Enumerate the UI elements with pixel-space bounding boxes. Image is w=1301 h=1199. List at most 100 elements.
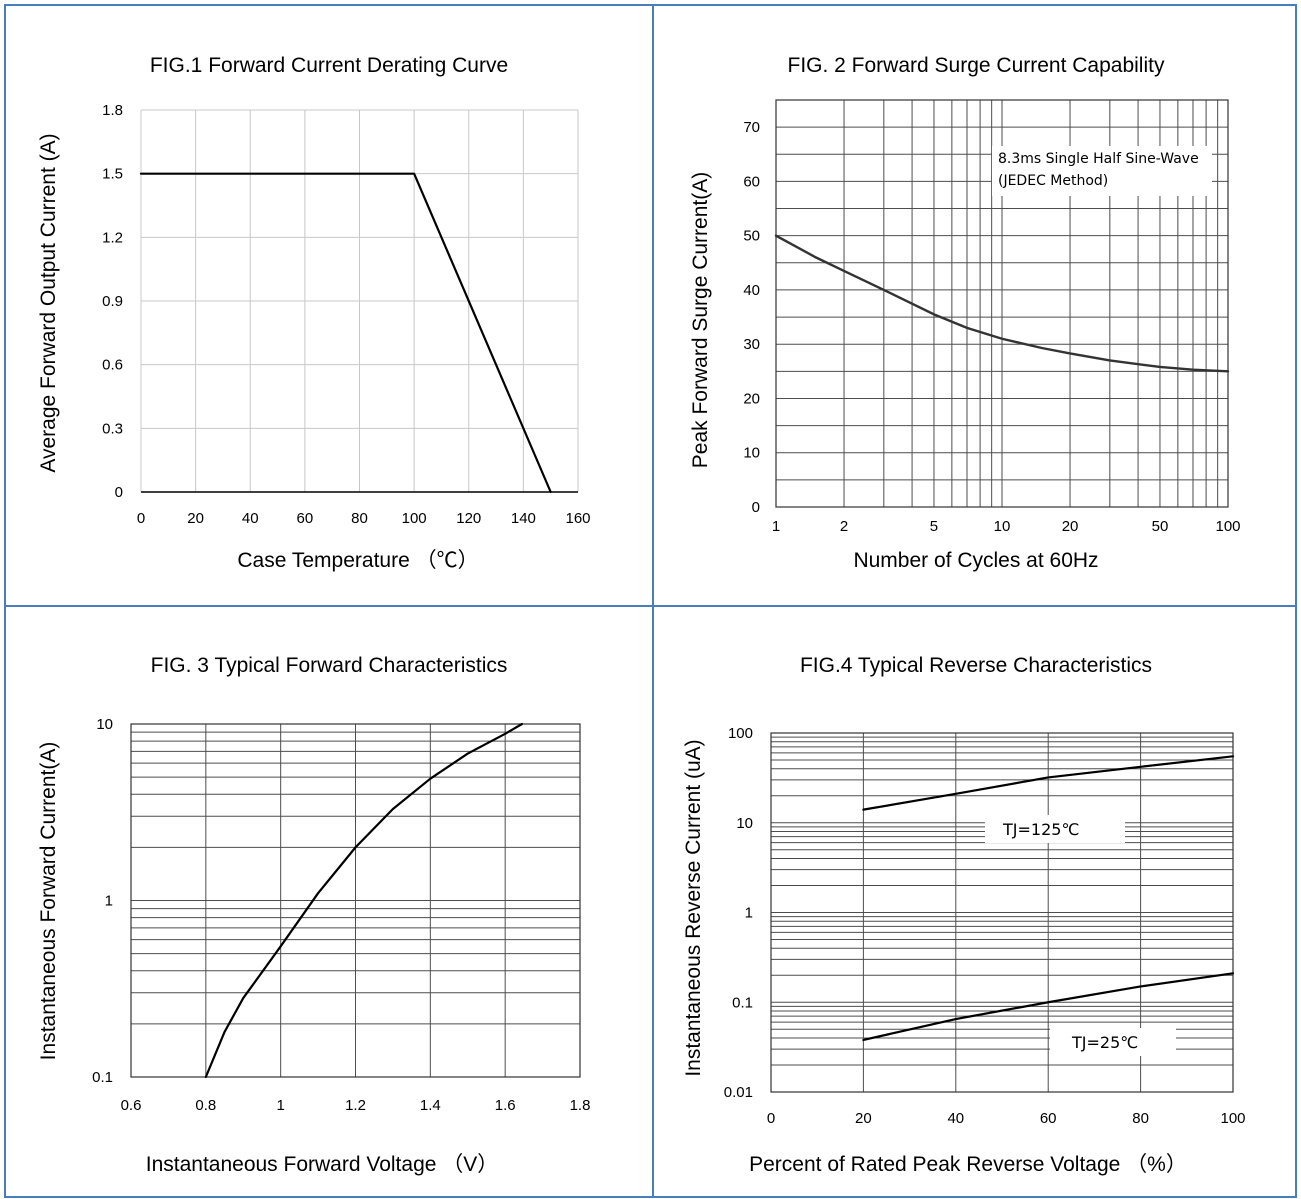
fig2-annotation-line1: 8.3ms Single Half Sine-Wave <box>998 151 1199 167</box>
fig1-y-tick-label: 1.5 <box>102 166 123 183</box>
fig2-y-tick-label: 70 <box>743 119 760 136</box>
fig4-series-label-hot: TJ=125℃ <box>1002 820 1079 839</box>
fig4-x-axis-title: Percent of Rated Peak Reverse Voltage （%… <box>749 1153 1187 1176</box>
fig1-x-tick-label: 160 <box>565 510 590 527</box>
fig2-title: FIG. 2 Forward Surge Current Capability <box>788 54 1165 77</box>
fig2-annotation-box <box>992 146 1212 196</box>
fig2-x-tick-label: 100 <box>1215 518 1240 535</box>
fig4-x-tick-label: 20 <box>855 1110 872 1127</box>
fig1-x-tick-label: 0 <box>137 510 145 527</box>
fig4-plot <box>862 755 1235 1042</box>
fig3-plot <box>204 722 524 1079</box>
fig1-y-tick-label: 0.3 <box>102 420 123 437</box>
fig3-ticklabels: 0.6 0.8 1 1.2 1.4 1.6 1.8 0.1 1 10 <box>92 716 590 1114</box>
fig3-x-tick-label: 1.6 <box>495 1097 516 1114</box>
panel-borders <box>4 4 1297 1198</box>
fig4-y-tick-label: 0.1 <box>732 994 753 1011</box>
fig4-title: FIG.4 Typical Reverse Characteristics <box>800 654 1152 677</box>
fig4-y-tick-label: 1 <box>745 905 753 922</box>
fig3-y-tick-label: 10 <box>96 716 113 733</box>
fig2-x-tick-label: 5 <box>930 518 938 535</box>
fig4-series-label-box-cold <box>1050 1028 1176 1056</box>
fig2-y-tick-label: 40 <box>743 282 760 299</box>
fig1-x-axis-title: Case Temperature （℃） <box>237 549 478 572</box>
fig2-chart: FIG. 2 Forward Surge Current Capability … <box>689 54 1241 572</box>
fig3-x-tick-label: 0.8 <box>195 1097 216 1114</box>
fig3-x-tick-label: 1.2 <box>345 1097 366 1114</box>
fig2-y-tick-label: 20 <box>743 390 760 407</box>
fig4-series-label-cold: TJ=25℃ <box>1071 1033 1138 1052</box>
fig2-ticklabels: 1 2 5 10 20 50 100 0 10 20 30 40 50 60 70 <box>743 119 1240 535</box>
fig1-series-line <box>139 172 552 494</box>
fig2-x-tick-label: 1 <box>772 518 780 535</box>
fig3-series-line <box>204 722 524 1079</box>
fig1-x-tick-label: 60 <box>297 510 314 527</box>
fig2-series-line <box>774 234 1230 373</box>
fig4-series-labels: TJ=125℃ TJ=25℃ <box>985 815 1176 1056</box>
fig1-y-tick-label: 0.6 <box>102 357 123 374</box>
fig3-plot-frame <box>130 723 581 1078</box>
fig2-annotation-line2: (JEDEC Method) <box>998 173 1108 189</box>
fig1-y-tick-label: 0.9 <box>102 293 123 310</box>
fig4-y-tick-label: 100 <box>728 725 753 742</box>
fig4-series-line-hot <box>862 755 1235 811</box>
fig2-gridlines <box>775 99 1229 508</box>
fig4-plot-frame <box>770 732 1234 1093</box>
fig2-plot-frame <box>775 99 1229 508</box>
fig3-x-tick-label: 1.8 <box>570 1097 591 1114</box>
fig3-x-axis-title: Instantaneous Forward Voltage （V） <box>146 1153 499 1176</box>
fig3-gridlines <box>130 723 581 1078</box>
fig1-ticklabels: 0 20 40 60 80 100 120 140 160 0 0.3 0.6 0.9 1.2 1.5 1.8 <box>102 102 590 527</box>
fig4-y-axis-title: Instantaneous Reverse Current (uA) <box>682 739 705 1076</box>
fig2-y-tick-label: 0 <box>752 499 760 516</box>
fig1-x-tick-label: 20 <box>187 510 204 527</box>
fig2-y-tick-label: 10 <box>743 445 760 462</box>
fig1-x-tick-label: 40 <box>242 510 259 527</box>
fig4-series-line-cold <box>862 972 1235 1042</box>
fig4-y-tick-label: 0.01 <box>724 1084 753 1101</box>
fig4-x-tick-label: 60 <box>1040 1110 1057 1127</box>
fig4-x-tick-label: 40 <box>947 1110 964 1127</box>
fig3-y-tick-label: 1 <box>105 893 113 910</box>
fig4-chart: FIG.4 Typical Reverse Characteristics 0 2… <box>682 654 1246 1176</box>
fig3-x-tick-label: 1.4 <box>420 1097 441 1114</box>
fig4-x-tick-label: 80 <box>1132 1110 1149 1127</box>
fig3-y-axis-title: Instantaneous Forward Current(A) <box>37 742 60 1061</box>
fig2-annotation: 8.3ms Single Half Sine-Wave (JEDEC Metho… <box>992 146 1212 196</box>
fig1-y-tick-label: 1.2 <box>102 229 123 246</box>
fig1-y-tick-label: 0 <box>115 484 123 501</box>
fig2-y-tick-label: 50 <box>743 228 760 245</box>
fig2-y-axis-title: Peak Forward Surge Current(A) <box>689 172 712 468</box>
fig3-title: FIG. 3 Typical Forward Characteristics <box>151 654 508 677</box>
fig4-series-label-box-hot <box>985 815 1125 843</box>
fig3-chart: FIG. 3 Typical Forward Characteristics 0… <box>37 654 590 1176</box>
fig1-title: FIG.1 Forward Current Derating Curve <box>150 54 508 77</box>
fig1-plot <box>139 172 552 494</box>
fig2-x-tick-label: 10 <box>994 518 1011 535</box>
fig1-x-tick-label: 80 <box>351 510 368 527</box>
outer-border <box>4 4 1297 1198</box>
fig3-y-tick-label: 0.1 <box>92 1069 113 1086</box>
fig1-gridlines <box>140 109 579 493</box>
fig2-x-tick-label: 2 <box>840 518 848 535</box>
fig4-x-tick-label: 0 <box>767 1110 775 1127</box>
fig3-x-tick-label: 1 <box>276 1097 284 1114</box>
fig2-plot <box>774 234 1230 373</box>
fig4-x-tick-label: 100 <box>1220 1110 1245 1127</box>
fig1-chart: FIG.1 Forward Current Derating Curve 0 20… <box>37 54 591 572</box>
fig2-y-tick-label: 60 <box>743 173 760 190</box>
fig2-y-tick-label: 30 <box>743 336 760 353</box>
fig4-y-tick-label: 10 <box>736 815 753 832</box>
fig2-x-axis-title: Number of Cycles at 60Hz <box>853 549 1098 572</box>
fig1-y-axis-title: Average Forward Output Current (A) <box>37 133 60 472</box>
fig3-x-tick-label: 0.6 <box>121 1097 142 1114</box>
fig4-ticklabels: 0 20 40 60 80 100 0.01 0.1 1 10 100 <box>724 725 1246 1127</box>
fig1-y-tick-label: 1.8 <box>102 102 123 119</box>
fig1-x-tick-label: 140 <box>511 510 536 527</box>
fig2-x-tick-label: 20 <box>1062 518 1079 535</box>
fig1-x-tick-label: 120 <box>456 510 481 527</box>
fig4-gridlines <box>770 732 1234 1093</box>
fig2-x-tick-label: 50 <box>1152 518 1169 535</box>
fig1-x-tick-label: 100 <box>402 510 427 527</box>
